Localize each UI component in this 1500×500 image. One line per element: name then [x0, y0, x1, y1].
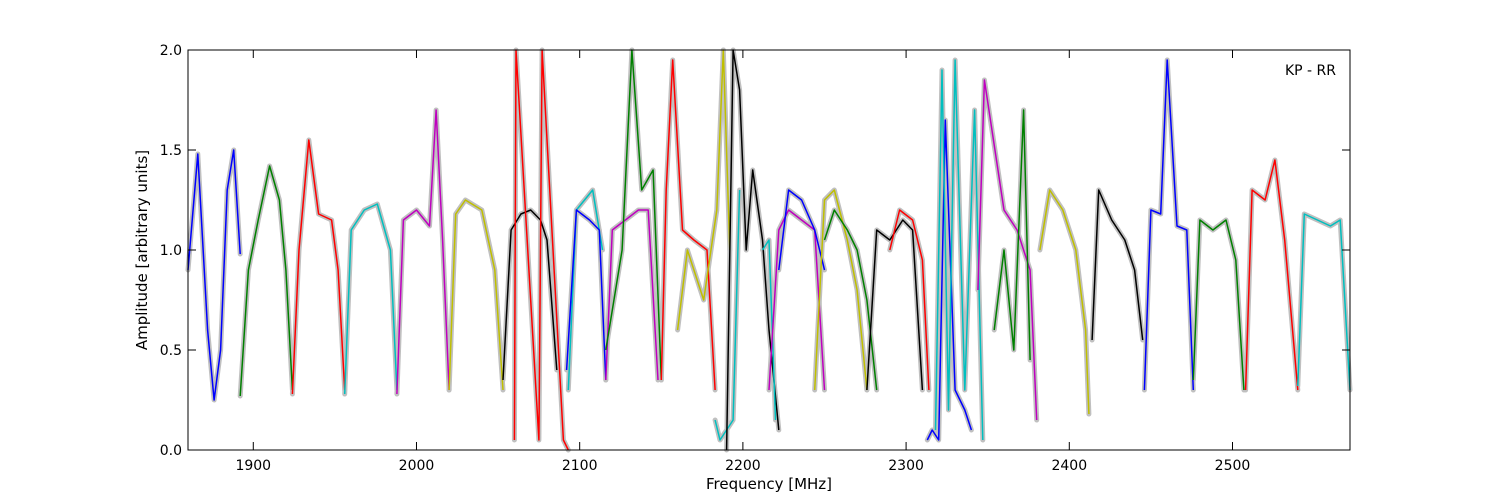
series-line-26 — [993, 109, 1031, 361]
x-tick-label: 2000 — [399, 458, 435, 474]
series-line-30 — [1192, 219, 1245, 391]
y-tick-label: 1.0 — [160, 243, 182, 259]
x-tick-label: 2300 — [888, 458, 924, 474]
series-line-11 — [605, 49, 663, 381]
series-line-28 — [1091, 189, 1144, 341]
series-line-20 — [823, 209, 878, 391]
series-line-17 — [768, 209, 826, 391]
series-line-15 — [725, 49, 780, 451]
x-tick-label: 2200 — [725, 458, 761, 474]
series-line-1 — [239, 165, 294, 397]
series-line-3 — [343, 203, 398, 395]
chart-annotation: KP - RR — [1285, 63, 1336, 79]
x-tick-label: 2400 — [1051, 458, 1087, 474]
y-axis-label: Amplitude [arbitrary units] — [133, 150, 151, 350]
series-line-5 — [448, 199, 504, 391]
series-layer — [185, 47, 1353, 453]
series-line-31 — [1244, 159, 1299, 391]
series-line-18 — [778, 189, 826, 271]
series-line-27 — [1039, 189, 1090, 415]
series-line-24 — [934, 59, 984, 441]
y-tick-label: 2.0 — [160, 43, 182, 59]
x-tick-label: 2100 — [562, 458, 598, 474]
ticks-layer: 1900 2000 2100 2200 2300 2400 2500 0.0 0.5 1.0 1.5… — [160, 43, 1350, 474]
series-line-16 — [761, 239, 777, 421]
y-tick-label: 0.5 — [160, 343, 182, 359]
series-line-29 — [1143, 59, 1195, 391]
series-line-19 — [813, 189, 868, 391]
x-axis-label: Frequency [MHz] — [706, 475, 832, 493]
y-tick-label: 1.5 — [160, 143, 182, 159]
series-line-13 — [676, 49, 731, 331]
series-line-25 — [977, 79, 1038, 421]
series-line-0 — [187, 149, 241, 401]
y-tick-label: 0.0 — [160, 443, 182, 459]
series-line-2 — [291, 139, 346, 395]
series-line-12 — [660, 59, 716, 391]
series-line-4 — [396, 109, 450, 395]
series-line-9 — [565, 209, 607, 381]
series-line-32 — [1297, 213, 1351, 391]
series-line-6 — [502, 209, 558, 381]
series-line-7 — [513, 49, 569, 451]
series-line-10 — [605, 209, 659, 381]
series-line-22 — [889, 209, 930, 391]
series-line-23 — [926, 119, 973, 441]
series-line-21 — [866, 219, 924, 391]
series-line-8 — [567, 189, 604, 391]
x-tick-label: 2500 — [1215, 458, 1251, 474]
x-tick-label: 1900 — [235, 458, 271, 474]
